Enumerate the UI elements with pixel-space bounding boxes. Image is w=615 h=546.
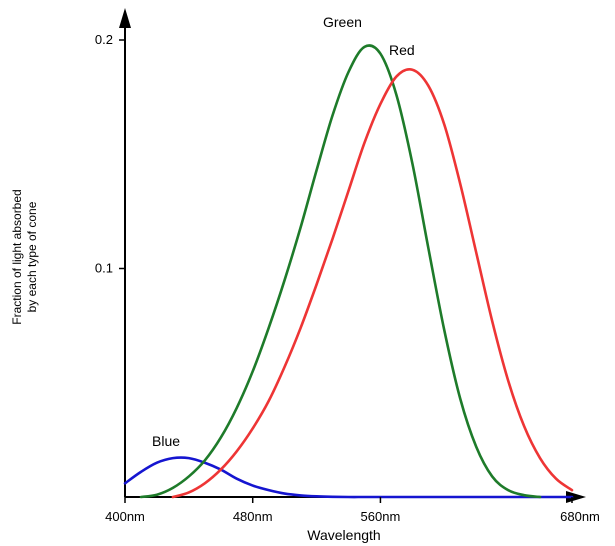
series-label-blue: Blue — [152, 433, 180, 449]
series-line-red — [171, 68, 574, 499]
x-tick-label: 680nm — [560, 509, 600, 524]
y-tick-label: 0.1 — [95, 261, 113, 276]
x-axis-arrowhead — [566, 491, 586, 503]
y-axis-title-line-1: Fraction of light absorbed — [10, 189, 24, 324]
series-label-red: Red — [389, 42, 415, 58]
series-curves — [123, 44, 574, 499]
x-tick-label: 400nm — [105, 509, 145, 524]
series-line-green — [139, 44, 542, 499]
series-line-blue — [123, 456, 574, 499]
y-axis-arrowhead — [119, 8, 131, 28]
series-label-green: Green — [323, 14, 362, 30]
x-tick-label: 560nm — [361, 509, 401, 524]
y-axis-title-line-2: by each type of cone — [25, 201, 39, 312]
x-tick-label: 480nm — [233, 509, 273, 524]
y-tick-label: 0.2 — [95, 32, 113, 47]
axis-ticks: 0.1 0.2 400nm 480nm 560nm 680nm — [95, 32, 600, 524]
x-axis-title: Wavelength — [307, 527, 380, 543]
